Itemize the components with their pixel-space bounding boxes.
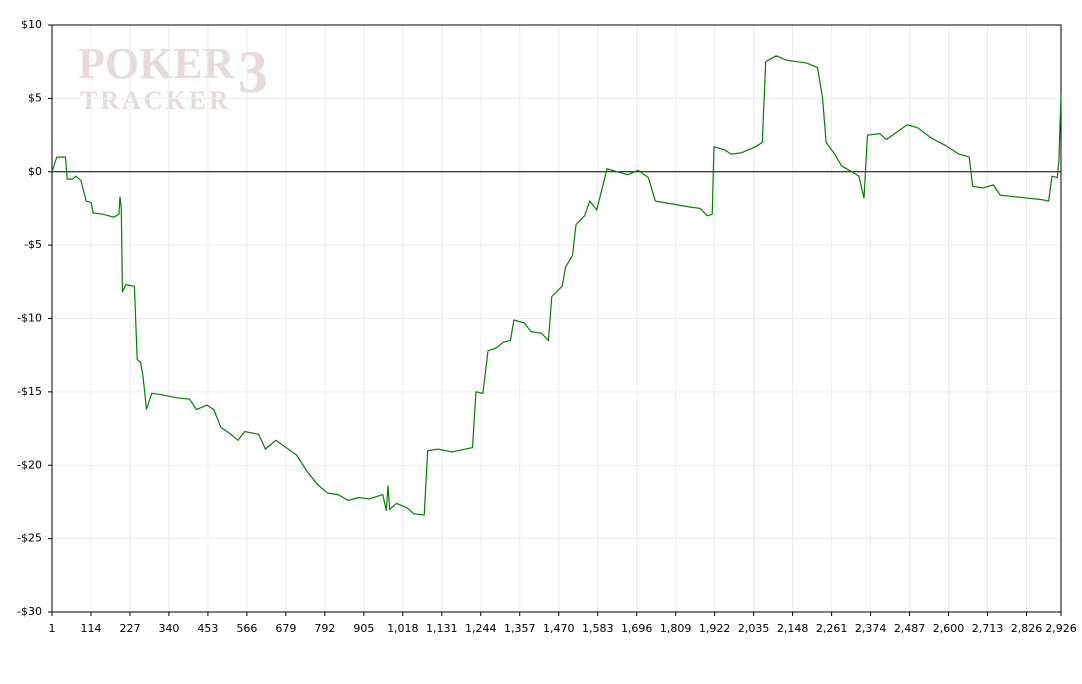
y-tick-label: $10 — [21, 18, 42, 31]
y-tick-label: -$5 — [24, 238, 42, 251]
y-tick-label: -$30 — [17, 605, 42, 618]
y-tick-label: -$15 — [17, 385, 42, 398]
y-tick-label: $0 — [28, 165, 42, 178]
x-tick-label: 227 — [119, 622, 140, 635]
watermark: POKER — [78, 39, 236, 88]
x-tick-label: 1,696 — [621, 622, 653, 635]
y-tick-label: -$25 — [17, 532, 42, 545]
x-tick-label: 2,148 — [777, 622, 809, 635]
x-tick-label: 2,374 — [855, 622, 887, 635]
x-tick-label: 1 — [49, 622, 56, 635]
y-tick-label: -$20 — [17, 458, 42, 471]
x-tick-label: 1,583 — [582, 622, 614, 635]
x-tick-label: 2,035 — [738, 622, 770, 635]
x-tick-label: 2,926 — [1045, 622, 1077, 635]
plot-frame — [51, 24, 1062, 613]
x-tick-label: 114 — [80, 622, 101, 635]
x-tick-label: 1,470 — [543, 622, 575, 635]
x-tick-label: 340 — [158, 622, 179, 635]
x-tick-label: 566 — [236, 622, 257, 635]
y-tick-label: $5 — [28, 91, 42, 104]
x-tick-label: 1,244 — [465, 622, 497, 635]
x-tick-label: 1,018 — [387, 622, 419, 635]
x-tick-label: 453 — [197, 622, 218, 635]
x-tick-label: 792 — [314, 622, 335, 635]
x-tick-label: 2,487 — [894, 622, 926, 635]
data-line — [51, 55, 1062, 516]
x-tick-label: 1,809 — [660, 622, 692, 635]
watermark: 3 — [238, 39, 268, 105]
x-tick-label: 2,261 — [816, 622, 848, 635]
y-tick-label: -$10 — [17, 312, 42, 325]
x-tick-label: 2,600 — [933, 622, 965, 635]
x-tick-label: 905 — [353, 622, 374, 635]
watermark: TRACKER — [80, 86, 231, 115]
x-tick-label: 679 — [275, 622, 296, 635]
x-tick-label: 1,922 — [699, 622, 731, 635]
x-tick-label: 2,713 — [972, 622, 1004, 635]
x-tick-label: 1,131 — [426, 622, 458, 635]
x-tick-label: 2,826 — [1011, 622, 1043, 635]
x-tick-label: 1,357 — [504, 622, 536, 635]
